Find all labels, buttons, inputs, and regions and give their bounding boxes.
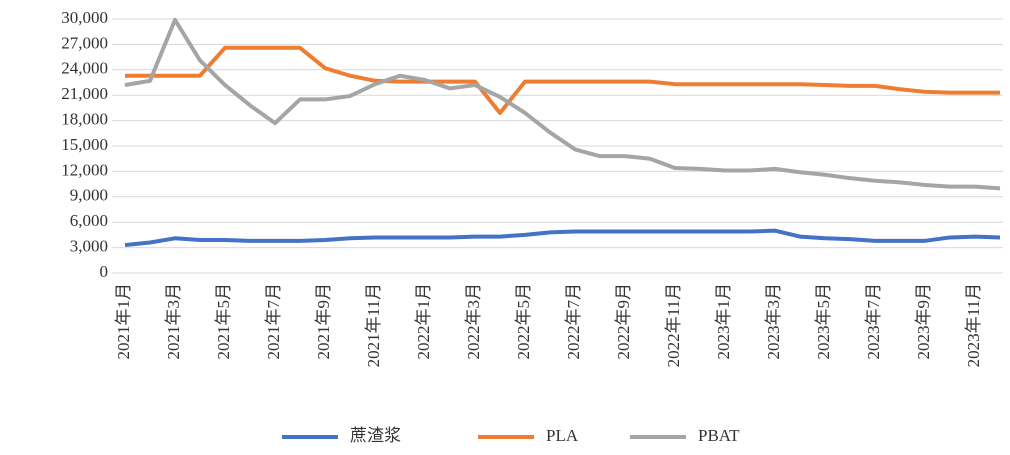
x-tick-label: 2021年3月: [164, 283, 183, 360]
y-tick-label: 0: [100, 262, 109, 281]
x-tick-label: 2023年7月: [864, 283, 883, 360]
x-tick-label: 2021年7月: [264, 283, 283, 360]
x-tick-label: 2022年1月: [414, 283, 433, 360]
line-series: [124, 17, 1001, 191]
legend-label: PBAT: [698, 426, 740, 445]
line-series: [124, 228, 1001, 248]
x-tick-label: 2021年11月: [364, 283, 383, 367]
y-tick-label: 15,000: [61, 135, 108, 154]
x-tick-label: 2023年11月: [964, 283, 983, 367]
x-tick-label: 2022年7月: [564, 283, 583, 360]
y-tick-label: 21,000: [61, 84, 108, 103]
x-tick-label: 2023年1月: [714, 283, 733, 360]
x-tick-label: 2022年3月: [464, 283, 483, 360]
y-tick-label: 27,000: [61, 33, 108, 52]
x-tick-label: 2023年3月: [764, 283, 783, 360]
y-tick-label: 3,000: [70, 237, 108, 256]
y-tick-label: 12,000: [61, 160, 108, 179]
line-series: [125, 45, 1000, 115]
x-tick-label: 2021年1月: [114, 283, 133, 360]
x-tick-label: 2023年5月: [814, 283, 833, 360]
x-tick-label: 2022年11月: [664, 283, 683, 367]
y-tick-label: 9,000: [70, 186, 108, 205]
x-tick-label: 2022年9月: [614, 283, 633, 360]
x-tick-label: 2023年9月: [914, 283, 933, 360]
x-tick-label: 2021年9月: [314, 283, 333, 360]
legend-label: PLA: [546, 426, 579, 445]
y-tick-label: 30,000: [61, 8, 108, 27]
y-tick-label: 6,000: [70, 211, 108, 230]
y-tick-label: 18,000: [61, 110, 108, 129]
x-tick-label: 2021年5月: [214, 283, 233, 360]
x-tick-label: 2022年5月: [514, 283, 533, 360]
y-tick-label: 24,000: [61, 59, 108, 78]
legend-label: 蔗渣浆: [350, 426, 401, 445]
